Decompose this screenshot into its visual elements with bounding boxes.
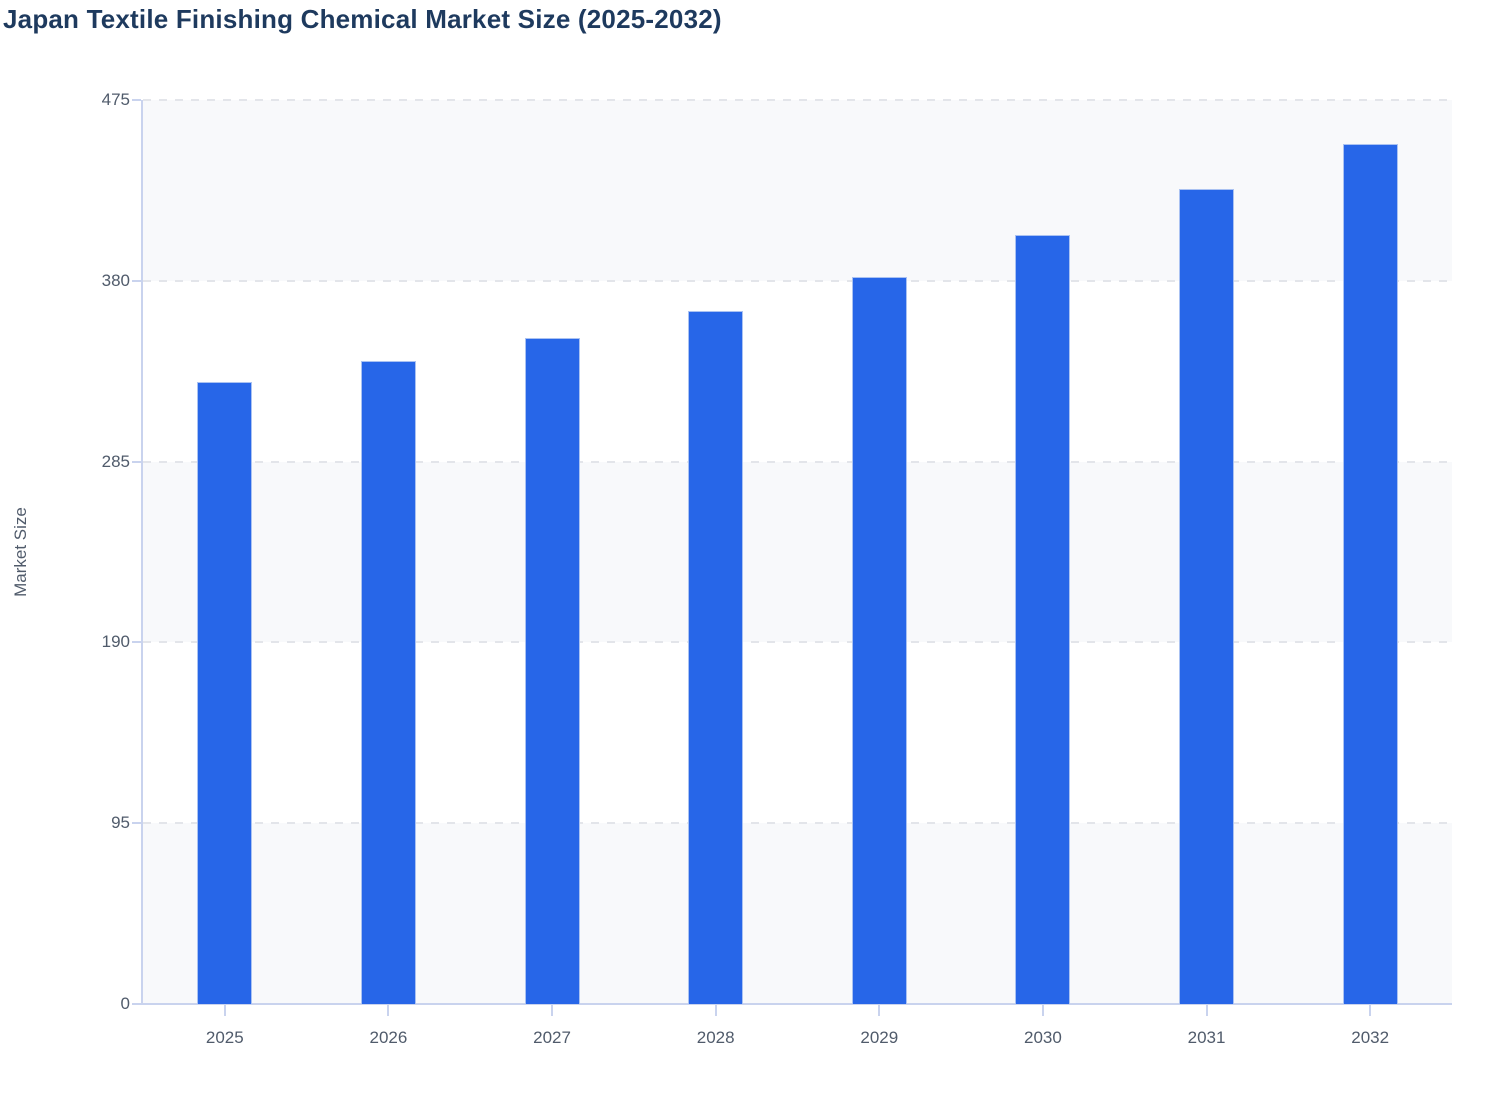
gridline (143, 279, 1452, 282)
y-tick-mark (132, 460, 141, 463)
plot-band (143, 823, 1452, 1004)
x-tick-label: 2032 (1351, 1028, 1390, 1047)
bar-2028 (688, 311, 744, 1004)
x-tick-label: 2031 (1187, 1028, 1226, 1047)
y-tick-label: 0 (120, 994, 130, 1013)
y-axis-line (141, 100, 143, 1004)
plot-band (143, 461, 1452, 643)
x-tick-mark (1369, 1004, 1372, 1016)
x-axis-line (141, 1003, 1452, 1005)
y-tick-mark (132, 822, 141, 825)
x-tick-mark (714, 1004, 717, 1016)
x-tick-mark (551, 1004, 554, 1016)
gridline (143, 822, 1452, 825)
gridline (143, 460, 1452, 463)
bar-2031 (1179, 189, 1235, 1004)
x-tick-label: 2030 (1024, 1028, 1062, 1047)
bar-2029 (851, 277, 907, 1004)
chart-title: Japan Textile Finishing Chemical Market … (3, 4, 722, 34)
x-tick-label: 2027 (533, 1028, 571, 1047)
x-tick-label: 2026 (369, 1028, 408, 1047)
x-tick-label: 2025 (205, 1028, 244, 1047)
y-tick-label: 475 (101, 90, 130, 109)
gridline (143, 99, 1452, 101)
bar-2030 (1015, 235, 1071, 1004)
plot-band (143, 100, 1452, 281)
gridline (143, 641, 1452, 644)
y-tick-label: 285 (101, 451, 130, 471)
x-tick-mark (878, 1004, 881, 1016)
bar-2026 (360, 360, 416, 1004)
y-tick-mark (132, 641, 141, 644)
x-tick-label: 2029 (860, 1028, 899, 1047)
x-tick-mark (387, 1004, 390, 1016)
plot-area: 0 95 190 285 380 475 2025 2026 2027 2028 2029 2030 2… (102, 90, 1452, 1047)
y-tick-label: 95 (111, 813, 130, 833)
x-tick-mark (1041, 1004, 1044, 1016)
bar-2032 (1342, 143, 1398, 1004)
bar-2027 (524, 337, 580, 1004)
y-tick-label: 380 (101, 270, 130, 290)
y-tick-mark (132, 99, 141, 101)
x-tick-mark (223, 1004, 226, 1016)
y-tick-mark (132, 1003, 141, 1005)
bar-2025 (197, 381, 253, 1004)
y-tick-mark (132, 279, 141, 282)
x-tick-mark (1205, 1004, 1208, 1016)
y-tick-label: 190 (101, 632, 130, 652)
x-tick-label: 2028 (696, 1028, 735, 1047)
y-axis-title: Market Size (11, 507, 30, 597)
